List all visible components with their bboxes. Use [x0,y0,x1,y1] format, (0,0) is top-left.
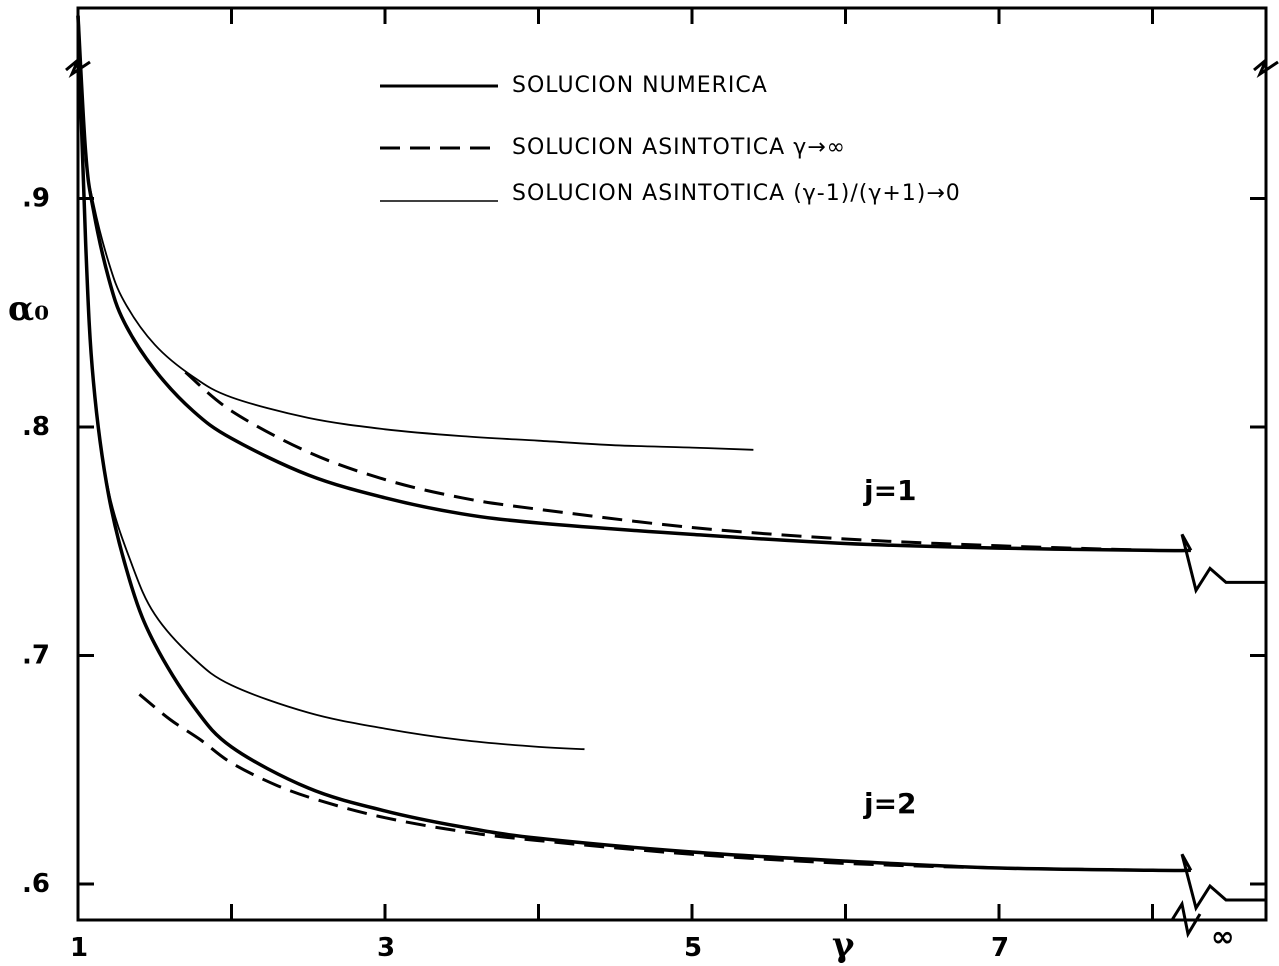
series-asymptote-3 [1180,853,1266,912]
x-tick-label-1: 3 [377,933,395,963]
series-line-0 [76,15,1191,553]
series-line-2 [77,15,754,451]
series-asymptote-0 [1180,533,1266,595]
x-axis-label: γ [832,925,855,965]
annotation-j1: j=1 [863,474,917,507]
y-tick-label-3: .9 [22,184,50,214]
series-layer [76,15,1266,912]
x-tick-label-0: 1 [70,933,88,963]
legend-label-0: SOLUCION NUMERICA [512,73,768,98]
y-axis-break-right [1253,58,1279,79]
legend-label-1: SOLUCION ASINTOTICA γ→∞ [512,135,846,160]
y-axis-label: α₀ [8,289,49,329]
x-tick-label-3: 7 [991,933,1009,963]
legend: SOLUCION NUMERICA SOLUCION ASINTOTICA γ→… [380,73,961,206]
x-tick-label-2: 5 [684,933,702,963]
y-tick-label-2: .8 [22,412,50,442]
plot-frame [76,6,1268,922]
x-infinity-label: ∞ [1211,920,1234,953]
series-line-5 [77,15,585,751]
annotation-j2: j=2 [863,787,917,820]
x-axis-break [1170,900,1202,939]
legend-label-2: SOLUCION ASINTOTICA (γ-1)/(γ+1)→0 [512,181,961,206]
y-tick-label-1: .7 [22,641,50,671]
y-tick-label-0: .6 [22,869,50,899]
series-line-1 [184,371,1153,552]
